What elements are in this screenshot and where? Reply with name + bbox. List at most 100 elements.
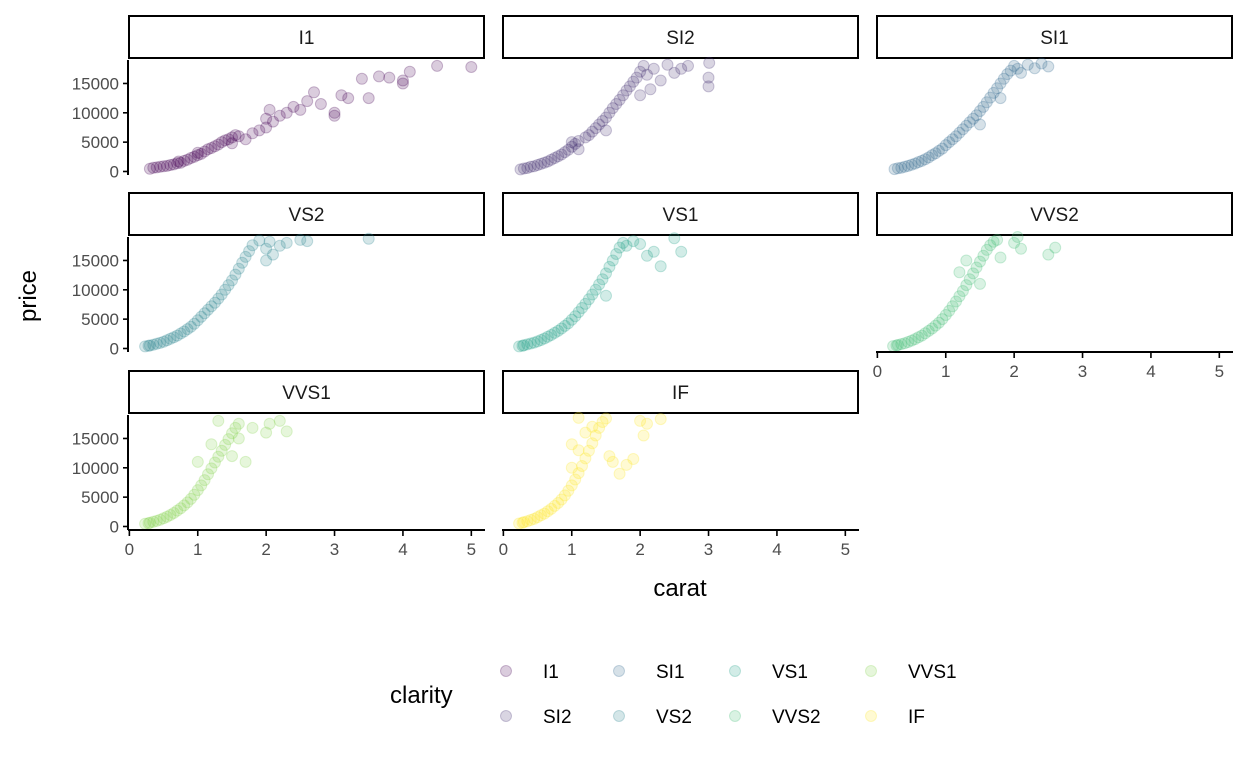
data-point xyxy=(1008,236,1021,249)
data-point xyxy=(517,162,530,175)
data-point xyxy=(1004,64,1017,77)
legend-label: SI1 xyxy=(656,662,685,683)
data-point xyxy=(161,334,173,347)
data-point xyxy=(184,492,197,505)
data-point xyxy=(260,242,273,255)
data-point xyxy=(212,292,225,305)
y-tick-label: 10000 xyxy=(72,459,119,478)
data-point xyxy=(273,239,286,252)
data-points-i1 xyxy=(143,59,478,175)
data-point xyxy=(253,234,266,247)
data-point xyxy=(222,279,235,292)
data-point xyxy=(926,322,939,335)
data-point xyxy=(198,474,211,487)
data-point xyxy=(222,133,235,146)
data-point xyxy=(191,314,204,327)
data-point xyxy=(212,138,225,151)
data-point xyxy=(174,327,187,340)
data-point xyxy=(572,306,585,319)
data-point xyxy=(1011,62,1024,75)
facet-panel-vvs1: VVS1 0 5000 10000 15000 0 1 2 3 4 5 xyxy=(72,370,485,559)
data-point xyxy=(222,433,235,446)
data-point xyxy=(929,319,942,332)
legend-key xyxy=(865,710,877,722)
data-point xyxy=(246,127,259,140)
data-point xyxy=(431,59,444,72)
data-point xyxy=(535,157,547,170)
legend-label: VS2 xyxy=(656,707,692,728)
legend-label: VVS1 xyxy=(908,662,957,683)
data-point xyxy=(178,499,191,512)
data-point xyxy=(280,106,293,119)
data-point xyxy=(970,109,983,122)
data-point xyxy=(528,336,541,349)
data-point xyxy=(620,84,633,97)
data-point xyxy=(634,65,647,78)
x-tick-label: 1 xyxy=(941,362,950,381)
data-point xyxy=(164,509,177,521)
data-point xyxy=(593,421,606,434)
data-point xyxy=(980,243,993,256)
data-point xyxy=(545,329,558,341)
data-point xyxy=(610,248,623,260)
data-point xyxy=(572,444,585,457)
facet-panel-si1: SI1 xyxy=(876,15,1233,176)
data-point xyxy=(191,146,204,159)
data-point xyxy=(174,156,187,169)
data-point xyxy=(253,124,266,137)
data-point xyxy=(147,338,160,351)
data-point xyxy=(960,254,973,267)
y-axis-title: price xyxy=(15,270,42,322)
y-tick-label: 5000 xyxy=(81,488,119,507)
data-points-si2 xyxy=(514,56,716,176)
data-point xyxy=(181,153,194,166)
data-point xyxy=(342,92,355,105)
data-point xyxy=(188,150,201,163)
x-tick-label: 0 xyxy=(499,540,508,559)
data-point xyxy=(895,338,908,351)
y-tick-label: 15000 xyxy=(72,251,119,270)
data-point xyxy=(1015,66,1027,79)
data-point xyxy=(171,504,184,517)
data-point xyxy=(606,455,619,468)
facet-strip xyxy=(128,15,485,59)
data-point xyxy=(219,283,232,296)
facet-panel-i1: I1 0 5000 10000 15000 xyxy=(72,15,485,181)
data-point xyxy=(589,429,602,442)
data-point xyxy=(994,251,1007,264)
data-point xyxy=(150,337,163,350)
data-point xyxy=(167,507,180,519)
data-point xyxy=(171,157,184,170)
data-point xyxy=(661,58,674,71)
data-point xyxy=(963,273,976,286)
y-tick-label: 0 xyxy=(110,517,119,536)
data-point xyxy=(239,250,252,263)
data-point xyxy=(579,131,592,144)
data-point xyxy=(263,103,276,116)
data-point xyxy=(541,330,554,343)
data-point xyxy=(572,467,585,480)
data-point xyxy=(980,96,993,109)
data-point xyxy=(528,512,541,525)
data-point xyxy=(143,162,156,175)
data-point xyxy=(335,89,348,102)
data-point xyxy=(600,124,612,137)
data-point xyxy=(572,411,585,424)
data-point xyxy=(294,103,307,116)
data-point xyxy=(1015,242,1027,255)
data-point xyxy=(682,59,694,72)
data-point xyxy=(236,256,249,269)
data-point xyxy=(191,484,204,497)
legend-label: VS1 xyxy=(772,662,808,683)
facet-panel-vs2: VS2 0 5000 10000 15000 xyxy=(72,192,485,358)
data-point xyxy=(205,462,218,475)
data-point xyxy=(555,148,568,161)
data-point xyxy=(147,515,160,528)
data-point xyxy=(617,89,630,102)
data-point xyxy=(246,239,259,252)
data-point xyxy=(891,339,904,351)
data-point xyxy=(641,249,653,262)
data-point xyxy=(586,420,599,433)
facet-strip-label: VS1 xyxy=(663,205,699,226)
data-point xyxy=(226,450,238,463)
